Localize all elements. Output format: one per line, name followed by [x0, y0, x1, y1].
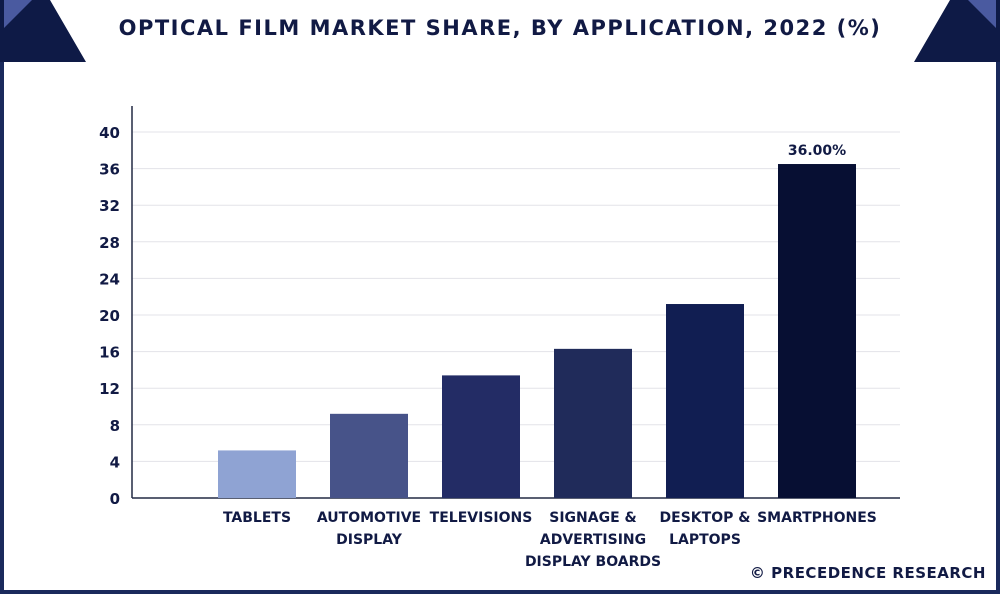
y-tick-label: 24	[99, 270, 120, 288]
data-label: 36.00%	[788, 143, 846, 159]
x-tick-label: SMARTPHONES	[757, 510, 877, 526]
x-tick-label: SIGNAGE & ADVERTISING DISPLAY BOARDS	[525, 510, 661, 570]
x-tick-label: TABLETS	[223, 510, 291, 526]
copyright-label: © PRECEDENCE RESEARCH	[749, 564, 986, 582]
x-tick-label: TELEVISIONS	[430, 510, 533, 526]
x-tick-label: DESKTOP & LAPTOPS	[660, 510, 751, 548]
y-tick-label: 36	[99, 161, 120, 179]
y-tick-label: 28	[99, 234, 120, 252]
y-tick-label: 8	[110, 417, 120, 435]
y-tick-label: 12	[99, 380, 120, 398]
y-tick-label: 4	[110, 453, 120, 471]
header-plate	[50, 0, 950, 62]
corner-accent-right	[968, 0, 996, 28]
bar	[330, 413, 408, 498]
bar	[666, 304, 744, 498]
y-tick-label: 40	[99, 124, 120, 142]
chart-title: OPTICAL FILM MARKET SHARE, BY APPLICATIO…	[118, 16, 882, 40]
bar	[442, 375, 520, 498]
bar	[218, 450, 296, 498]
corner-accent-left	[4, 0, 32, 28]
bar	[778, 164, 856, 498]
x-tick-label: AUTOMOTIVE DISPLAY	[317, 510, 421, 548]
y-tick-label: 32	[99, 197, 120, 215]
y-tick-label: 0	[110, 490, 120, 508]
y-tick-label: 16	[99, 344, 120, 362]
y-tick-label: 20	[99, 307, 120, 325]
bar	[554, 348, 632, 498]
